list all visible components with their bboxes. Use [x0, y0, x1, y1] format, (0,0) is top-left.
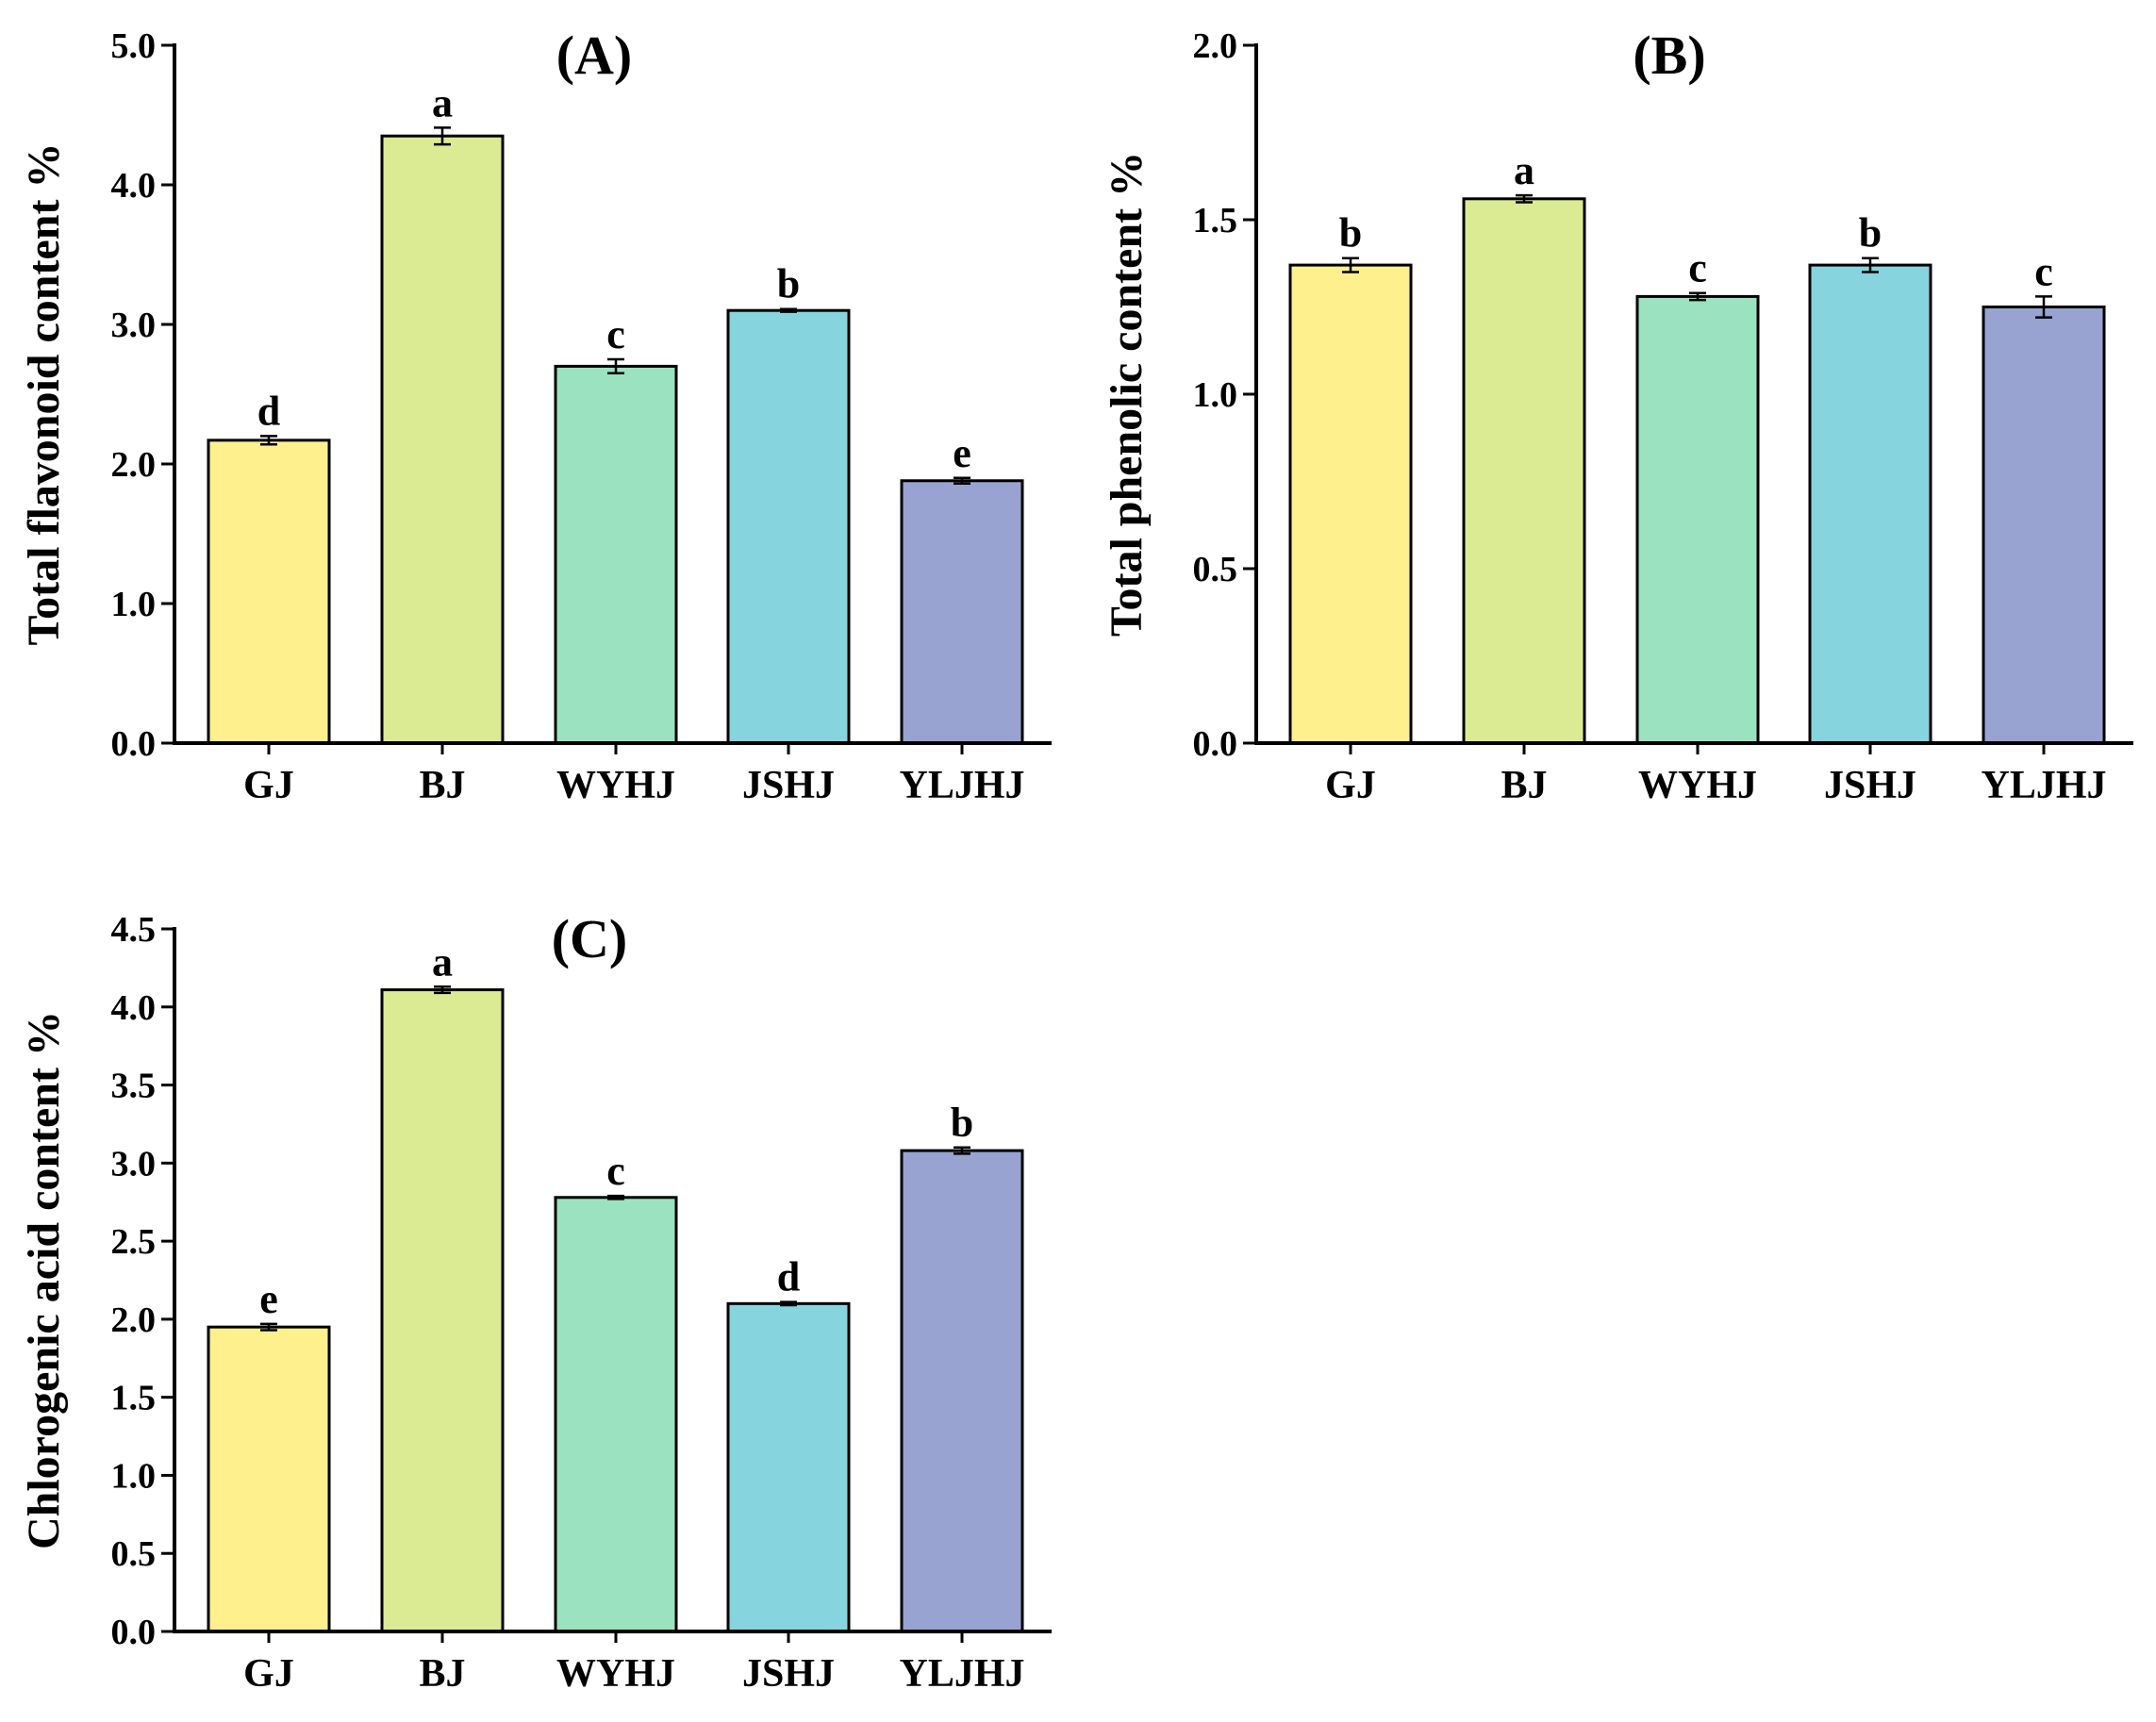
x-tick-label: JSHJ	[742, 1652, 835, 1696]
y-axis-label: Chlorogenic acid content %	[19, 1011, 69, 1549]
y-tick-label: 2.5	[111, 1222, 157, 1262]
bar-gj	[1288, 263, 1413, 745]
significance-letter: b	[1859, 210, 1882, 257]
bar-wyhj	[554, 364, 678, 745]
significance-letter: d	[777, 1254, 800, 1300]
significance-letter: b	[777, 261, 800, 307]
panel-title: (A)	[556, 25, 633, 86]
significance-letter: a	[1514, 147, 1534, 193]
bar-jshj	[726, 1301, 851, 1633]
bar-yljhj	[900, 1149, 1024, 1633]
y-tick-label: 4.0	[111, 988, 157, 1028]
bar-yljhj	[900, 479, 1024, 745]
y-tick-label: 1.5	[1193, 201, 1238, 240]
significance-letter: c	[606, 311, 625, 357]
x-tick-label: BJ	[419, 1652, 465, 1696]
bar-bj	[380, 988, 505, 1633]
x-tick-label: WYHJ	[556, 1652, 675, 1696]
y-tick-label: 4.0	[111, 166, 157, 206]
y-axis-label: Total phenolic content %	[1102, 152, 1152, 637]
x-tick-label: BJ	[419, 764, 465, 807]
significance-letter: d	[257, 388, 280, 434]
y-tick-label: 0.5	[111, 1534, 157, 1574]
significance-letter: b	[951, 1100, 973, 1146]
x-tick-label: YLJHJ	[899, 1652, 1024, 1696]
significance-letter: c	[2034, 248, 2053, 294]
y-tick-label: 2.0	[111, 445, 157, 485]
x-tick-label: BJ	[1501, 764, 1547, 807]
bar-bj	[380, 134, 505, 745]
x-tick-label: YLJHJ	[1981, 764, 2106, 807]
panel-title: (C)	[552, 908, 628, 969]
y-tick-label: 1.0	[111, 585, 157, 624]
bar-wyhj	[554, 1196, 678, 1633]
significance-letter: a	[432, 938, 453, 985]
panel-c: e GJ a BJ c WYHJ d JSHJ b YLJHJ 0.0 0.5 1.0 1.5 2.0 2.5…	[19, 908, 1052, 1696]
y-tick-label: 3.0	[111, 1144, 157, 1184]
panel-b: b GJ a BJ c WYHJ b JSHJ c YLJHJ 0.0 0.5 1.0 1.5 2.0 Tot…	[1102, 25, 2133, 807]
bar-yljhj	[1982, 306, 2106, 745]
y-tick-label: 0.0	[1193, 724, 1238, 764]
y-tick-label: 2.0	[111, 1300, 157, 1340]
significance-letter: c	[1688, 245, 1707, 291]
x-tick-label: WYHJ	[1638, 764, 1757, 807]
y-tick-label: 3.0	[111, 306, 157, 345]
bar-jshj	[726, 308, 851, 745]
bar-wyhj	[1635, 294, 1760, 745]
y-tick-label: 4.5	[111, 910, 157, 950]
y-tick-label: 0.0	[111, 1613, 157, 1652]
panel-a: d GJ a BJ c WYHJ b JSHJ e YLJHJ 0.0 1.0 2.0 3.0 4.0 5.0…	[19, 25, 1052, 807]
y-tick-label: 0.5	[1193, 550, 1238, 589]
bar-bj	[1462, 197, 1586, 745]
y-tick-label: 1.5	[111, 1379, 157, 1418]
x-tick-label: GJ	[243, 1652, 294, 1696]
significance-letter: a	[432, 79, 453, 125]
y-tick-label: 5.0	[111, 26, 157, 66]
y-axis-label: Total flavonoid content %	[19, 143, 69, 646]
x-tick-label: JSHJ	[742, 764, 835, 807]
significance-letter: e	[259, 1276, 278, 1322]
significance-letter: b	[1339, 210, 1362, 257]
x-tick-label: JSHJ	[1824, 764, 1916, 807]
x-tick-label: GJ	[243, 764, 294, 807]
y-tick-label: 3.5	[111, 1067, 157, 1106]
significance-letter: e	[953, 430, 971, 476]
panel-title: (B)	[1633, 25, 1705, 86]
y-tick-label: 1.0	[1193, 375, 1238, 415]
bar-gj	[207, 439, 331, 745]
significance-letter: c	[606, 1148, 625, 1194]
bar-gj	[207, 1325, 331, 1633]
x-tick-label: WYHJ	[556, 764, 675, 807]
x-tick-label: GJ	[1325, 764, 1376, 807]
y-tick-label: 1.0	[111, 1456, 157, 1496]
bar-jshj	[1808, 263, 1932, 745]
x-tick-label: YLJHJ	[899, 764, 1024, 807]
y-tick-label: 2.0	[1193, 26, 1238, 66]
y-tick-label: 0.0	[111, 724, 157, 764]
